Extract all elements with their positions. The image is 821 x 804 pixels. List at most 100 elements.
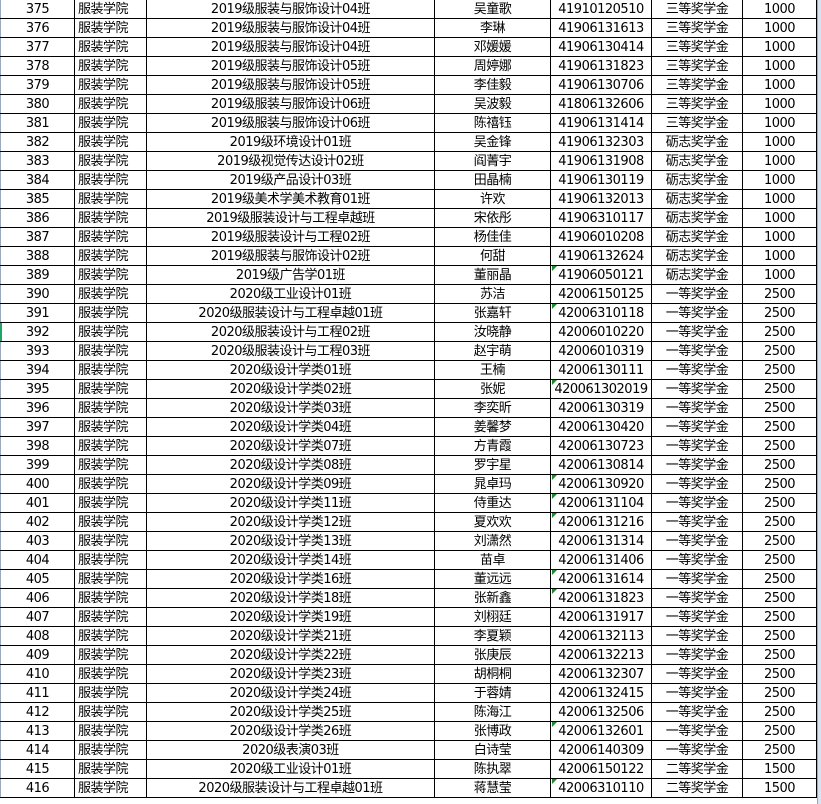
row-number-cell[interactable]: 404 — [0, 551, 75, 569]
student-name-cell[interactable]: 张博政 — [435, 722, 551, 740]
college-cell[interactable]: 服装学院 — [75, 152, 147, 170]
class-cell[interactable]: 2019级服装设计与工程卓越班 — [147, 209, 435, 227]
college-cell[interactable]: 服装学院 — [75, 646, 147, 664]
student-name-cell[interactable]: 李夏颖 — [435, 627, 551, 645]
award-cell[interactable]: 一等奖学金 — [652, 399, 743, 417]
class-cell[interactable]: 2019级视觉传达设计02班 — [147, 152, 435, 170]
class-cell[interactable]: 2020级设计学类13班 — [147, 532, 435, 550]
college-cell[interactable]: 服装学院 — [75, 171, 147, 189]
college-cell[interactable]: 服装学院 — [75, 399, 147, 417]
college-cell[interactable]: 服装学院 — [75, 228, 147, 246]
class-cell[interactable]: 2019级服装与服饰设计05班 — [147, 76, 435, 94]
student-id-cell[interactable]: 42006131104 — [551, 494, 652, 512]
class-cell[interactable]: 2019级美术学美术教育01班 — [147, 190, 435, 208]
row-number-cell[interactable]: 407 — [0, 608, 75, 626]
award-cell[interactable]: 三等奖学金 — [652, 57, 743, 75]
class-cell[interactable]: 2020级服装设计与工程02班 — [147, 323, 435, 341]
college-cell[interactable]: 服装学院 — [75, 76, 147, 94]
vertical-scrollbar[interactable] — [817, 0, 821, 804]
award-cell[interactable]: 一等奖学金 — [652, 285, 743, 303]
class-cell[interactable]: 2020级服装设计与工程03班 — [147, 342, 435, 360]
award-cell[interactable]: 一等奖学金 — [652, 551, 743, 569]
student-id-cell[interactable]: 42006010319 — [551, 342, 652, 360]
student-name-cell[interactable]: 晁卓玛 — [435, 475, 551, 493]
class-cell[interactable]: 2020级设计学类21班 — [147, 627, 435, 645]
college-cell[interactable]: 服装学院 — [75, 570, 147, 588]
student-id-cell[interactable]: 42006131614 — [551, 570, 652, 588]
award-cell[interactable]: 砺志奖学金 — [652, 209, 743, 227]
award-cell[interactable]: 二等奖学金 — [652, 779, 743, 797]
student-id-cell[interactable]: 41906050121 — [551, 266, 652, 284]
college-cell[interactable]: 服装学院 — [75, 133, 147, 151]
student-name-cell[interactable]: 吴童歌 — [435, 0, 551, 18]
class-cell[interactable]: 2020级设计学类12班 — [147, 513, 435, 531]
college-cell[interactable]: 服装学院 — [75, 437, 147, 455]
row-number-cell[interactable]: 397 — [0, 418, 75, 436]
award-cell[interactable]: 砺志奖学金 — [652, 152, 743, 170]
student-id-cell[interactable]: 41906131908 — [551, 152, 652, 170]
student-id-cell[interactable]: 42006310110 — [551, 779, 652, 797]
student-name-cell[interactable]: 何甜 — [435, 247, 551, 265]
student-name-cell[interactable]: 夏欢欢 — [435, 513, 551, 531]
class-cell[interactable]: 2019级服装与服饰设计06班 — [147, 95, 435, 113]
student-id-cell[interactable]: 42006131216 — [551, 513, 652, 531]
row-number-cell[interactable]: 384 — [0, 171, 75, 189]
college-cell[interactable]: 服装学院 — [75, 0, 147, 18]
student-id-cell[interactable]: 42006130319 — [551, 399, 652, 417]
student-name-cell[interactable]: 张嘉轩 — [435, 304, 551, 322]
class-cell[interactable]: 2019级服装与服饰设计04班 — [147, 38, 435, 56]
student-id-cell[interactable]: 41906132624 — [551, 247, 652, 265]
class-cell[interactable]: 2019级服装与服饰设计06班 — [147, 114, 435, 132]
award-cell[interactable]: 砺志奖学金 — [652, 247, 743, 265]
college-cell[interactable]: 服装学院 — [75, 342, 147, 360]
amount-cell[interactable]: 2500 — [743, 722, 817, 740]
class-cell[interactable]: 2020级设计学类14班 — [147, 551, 435, 569]
class-cell[interactable]: 2020级工业设计01班 — [147, 760, 435, 778]
row-number-cell[interactable]: 408 — [0, 627, 75, 645]
row-number-cell[interactable]: 378 — [0, 57, 75, 75]
award-cell[interactable]: 三等奖学金 — [652, 95, 743, 113]
student-id-cell[interactable]: 41906131414 — [551, 114, 652, 132]
college-cell[interactable]: 服装学院 — [75, 57, 147, 75]
student-name-cell[interactable]: 王楠 — [435, 361, 551, 379]
college-cell[interactable]: 服装学院 — [75, 456, 147, 474]
row-number-cell[interactable]: 405 — [0, 570, 75, 588]
amount-cell[interactable]: 2500 — [743, 380, 817, 398]
college-cell[interactable]: 服装学院 — [75, 665, 147, 683]
college-cell[interactable]: 服装学院 — [75, 627, 147, 645]
amount-cell[interactable]: 1000 — [743, 114, 817, 132]
row-number-cell[interactable]: 396 — [0, 399, 75, 417]
class-cell[interactable]: 2020级设计学类16班 — [147, 570, 435, 588]
class-cell[interactable]: 2020级设计学类25班 — [147, 703, 435, 721]
row-number-cell[interactable]: 386 — [0, 209, 75, 227]
college-cell[interactable]: 服装学院 — [75, 38, 147, 56]
row-number-cell[interactable]: 392 — [0, 323, 75, 341]
award-cell[interactable]: 一等奖学金 — [652, 741, 743, 759]
award-cell[interactable]: 二等奖学金 — [652, 760, 743, 778]
class-cell[interactable]: 2019级广告学01班 — [147, 266, 435, 284]
class-cell[interactable]: 2020级服装设计与工程卓越01班 — [147, 779, 435, 797]
class-cell[interactable]: 2019级服装与服饰设计02班 — [147, 247, 435, 265]
college-cell[interactable]: 服装学院 — [75, 19, 147, 37]
class-cell[interactable]: 2020级工业设计01班 — [147, 285, 435, 303]
class-cell[interactable]: 2020级设计学类07班 — [147, 437, 435, 455]
student-name-cell[interactable]: 李佳毅 — [435, 76, 551, 94]
class-cell[interactable]: 2019级环境设计01班 — [147, 133, 435, 151]
row-number-cell[interactable]: 403 — [0, 532, 75, 550]
student-name-cell[interactable]: 吴金锋 — [435, 133, 551, 151]
award-cell[interactable]: 一等奖学金 — [652, 703, 743, 721]
amount-cell[interactable]: 2500 — [743, 399, 817, 417]
award-cell[interactable]: 一等奖学金 — [652, 456, 743, 474]
row-number-cell[interactable]: 387 — [0, 228, 75, 246]
row-number-cell[interactable]: 388 — [0, 247, 75, 265]
college-cell[interactable]: 服装学院 — [75, 304, 147, 322]
amount-cell[interactable]: 1000 — [743, 228, 817, 246]
row-number-cell[interactable]: 391 — [0, 304, 75, 322]
student-id-cell[interactable]: 41906130119 — [551, 171, 652, 189]
student-id-cell[interactable]: 41906132303 — [551, 133, 652, 151]
student-name-cell[interactable]: 陈执翠 — [435, 760, 551, 778]
student-name-cell[interactable]: 周婷娜 — [435, 57, 551, 75]
row-number-cell[interactable]: 411 — [0, 684, 75, 702]
amount-cell[interactable]: 1000 — [743, 57, 817, 75]
